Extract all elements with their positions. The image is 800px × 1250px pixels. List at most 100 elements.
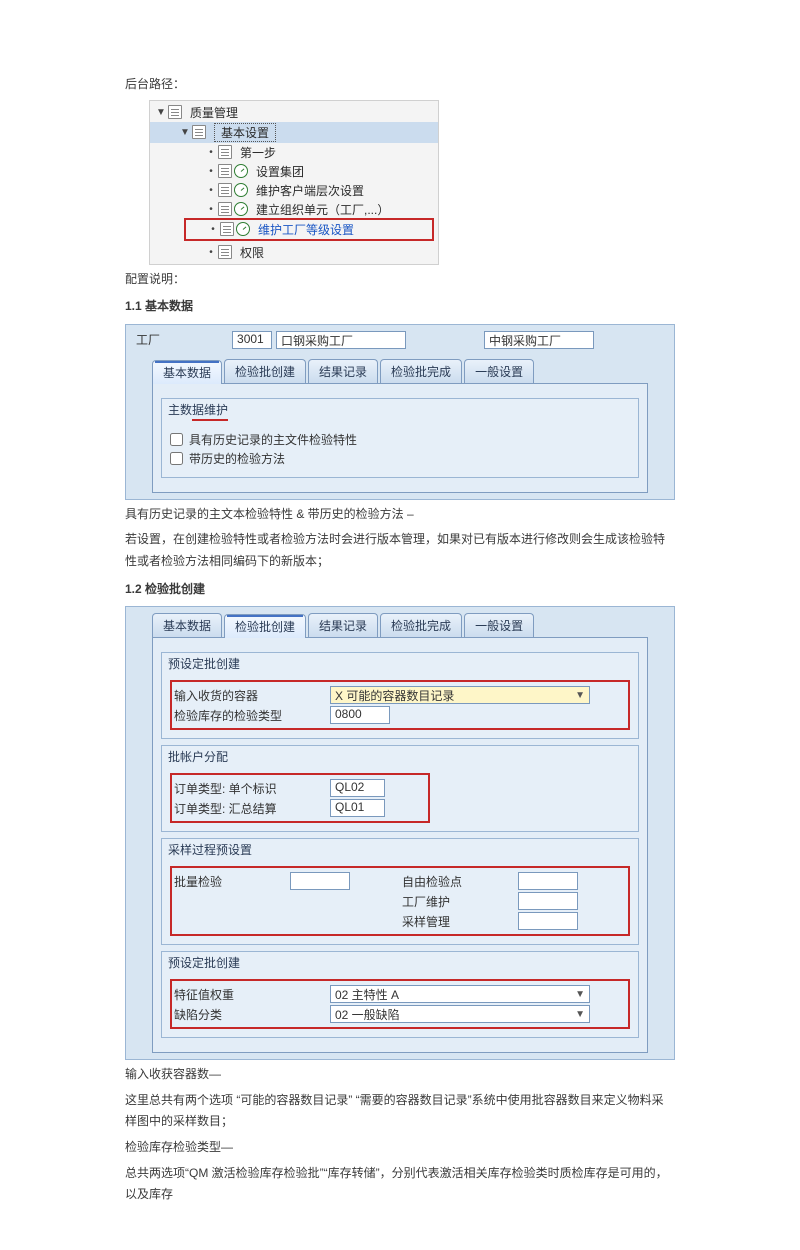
group-legend: 预设定批创建 [162,653,638,676]
input-order-sum[interactable]: QL01 [330,799,385,817]
group-preset-lot: 预设定批创建 输入收货的容器 X 可能的容器数目记录 ▼ 检验库存的检验类型 [161,652,639,739]
tab-lot-create[interactable]: 检验批创建 [224,359,306,383]
doc-icon [168,105,182,119]
row-sample-mgmt: 采样管理 [174,912,626,930]
field-label: 自由检验点 [402,873,512,890]
field-label: 订单类型: 单个标识 [174,780,324,797]
plant-code-input[interactable]: 3001 [232,331,272,349]
doc-icon [192,125,206,139]
tab-general[interactable]: 一般设置 [464,613,534,637]
row-order-sum: 订单类型: 汇总结算 QL01 [174,799,426,817]
tree-node-root[interactable]: ▼ 质量管理 [150,103,438,122]
plant-name2-input[interactable]: 中钢采购工厂 [484,331,594,349]
highlight-box: 订单类型: 单个标识 QL02 订单类型: 汇总结算 QL01 [170,773,430,823]
caret-down-icon: ▼ [575,1009,585,1020]
dropdown-value: 02 一般缺陷 [335,1006,400,1023]
chk-history-method[interactable]: 带历史的检验方法 [170,450,630,467]
input-stock-type[interactable]: 0800 [330,706,390,724]
tree-label: 质量管理 [190,104,238,121]
tab-lot-complete[interactable]: 检验批完成 [380,613,462,637]
dropdown-value: X 可能的容器数目记录 [335,687,454,704]
field-label: 特征值权重 [174,986,324,1003]
checkbox[interactable] [170,433,183,446]
tab-result-rec[interactable]: 结果记录 [308,613,378,637]
tab-general[interactable]: 一般设置 [464,359,534,383]
dropdown-container[interactable]: X 可能的容器数目记录 ▼ [330,686,590,704]
tree-label: 建立组织单元（工厂,...） [256,201,389,218]
plant-name-input[interactable]: 口钢采购工厂 [276,331,406,349]
tab-basic-data[interactable]: 基本数据 [152,613,222,637]
tree-node-basic[interactable]: ▼ 基本设置 [150,122,438,143]
input-free-point[interactable] [518,872,578,890]
field-label: 订单类型: 汇总结算 [174,800,324,817]
input-batch-inspect[interactable] [290,872,350,890]
field-label: 输入收货的容器 [174,687,324,704]
tab-lot-complete[interactable]: 检验批完成 [380,359,462,383]
tab-result-rec[interactable]: 结果记录 [308,359,378,383]
highlight-box: • 维护工厂等级设置 [184,218,434,241]
clock-icon [234,164,248,178]
tab-lot-create[interactable]: 检验批创建 [224,614,306,638]
chevron-down-icon: ▼ [180,127,190,138]
tree-label: 维护客户端层次设置 [256,182,364,199]
highlight-box: 输入收货的容器 X 可能的容器数目记录 ▼ 检验库存的检验类型 0800 [170,680,630,730]
input-order-single[interactable]: QL02 [330,779,385,797]
field-label: 检验库存的检验类型 [174,707,324,724]
config-label: 配置说明： [125,269,675,291]
tab-body-1: 主数据维护 具有历史记录的主文件检验特性 带历史的检验方法 [152,384,648,493]
row-batch-inspect: 批量检验 自由检验点 [174,872,626,890]
path-label: 后台路径： [125,74,675,96]
tree-node[interactable]: • 建立组织单元（工厂,...） [150,200,438,219]
tree-node[interactable]: • 维护客户端层次设置 [150,181,438,200]
chevron-down-icon: ▼ [156,107,166,118]
tree-node-highlight[interactable]: • 维护工厂等级设置 [186,220,432,239]
row-stock-type: 检验库存的检验类型 0800 [174,706,626,724]
tree-node[interactable]: • 权限 [150,243,438,262]
tab-body-2: 预设定批创建 输入收货的容器 X 可能的容器数目记录 ▼ 检验库存的检验类型 [152,638,648,1053]
tab-basic-data[interactable]: 基本数据 [152,360,222,384]
input-plant-maint[interactable] [518,892,578,910]
tabstrip-1: 基本数据 检验批创建 结果记录 检验批完成 一般设置 [152,359,648,384]
chk-label: 带历史的检验方法 [189,450,285,467]
row-char-weight: 特征值权重 02 主特性 A ▼ [174,985,626,1003]
tail-4: 总共两选项“QM 激活检验库存检验批”“库存转储”，分别代表激活相关库存检验类时… [125,1163,675,1206]
dropdown-defect-class[interactable]: 02 一般缺陷 ▼ [330,1005,590,1023]
caret-down-icon: ▼ [575,690,585,701]
desc-line-1: 具有历史记录的主文本检验特性 & 带历史的检验方法 – [125,504,675,526]
tail-1: 输入收获容器数— [125,1064,675,1086]
nav-tree: ▼ 质量管理 ▼ 基本设置 • 第一步 • 设置集团 • 维护客户端层次设置 •… [149,100,439,265]
tree-node[interactable]: • 设置集团 [150,162,438,181]
tree-label: 第一步 [240,144,276,161]
doc-icon [218,164,232,178]
group-master-data: 主数据维护 具有历史记录的主文件检验特性 带历史的检验方法 [161,398,639,478]
tail-3: 检验库存检验类型— [125,1137,675,1159]
doc-icon [220,222,234,236]
field-label: 工厂维护 [402,893,512,910]
tree-label: 权限 [240,244,264,261]
checkbox[interactable] [170,452,183,465]
chk-label: 具有历史记录的主文件检验特性 [189,431,357,448]
chk-history-char[interactable]: 具有历史记录的主文件检验特性 [170,431,630,448]
clock-icon [236,222,250,236]
desc-line-2: 若设置，在创建检验特性或者检验方法时会进行版本管理，如果对已有版本进行修改则会生… [125,529,675,572]
panel-basic-data: 工厂 3001 口钢采购工厂 中钢采购工厂 基本数据 检验批创建 结果记录 检验… [125,324,675,500]
dropdown-char-weight[interactable]: 02 主特性 A ▼ [330,985,590,1003]
input-sample-mgmt[interactable] [518,912,578,930]
group-sampling: 采样过程预设置 批量检验 自由检验点 [161,838,639,945]
doc-icon [218,183,232,197]
caret-down-icon: ▼ [575,989,585,1000]
row-container-input: 输入收货的容器 X 可能的容器数目记录 ▼ [174,686,626,704]
row-plant-maint: 工厂维护 [174,892,626,910]
plant-header: 工厂 3001 口钢采购工厂 中钢采购工厂 [132,331,668,349]
tail-2: 这里总共有两个选项 “可能的容器数目记录” “需要的容器数目记录”系统中使用批容… [125,1090,675,1133]
field-label: 缺陷分类 [174,1006,324,1023]
panel-lot-create: 基本数据 检验批创建 结果记录 检验批完成 一般设置 预设定批创建 输入收货的容… [125,606,675,1060]
tree-node[interactable]: • 第一步 [150,143,438,162]
field-label: 批量检验 [174,873,284,890]
section-11: 1.1 基本数据 [125,296,675,318]
highlight-box: 批量检验 自由检验点 工厂维护 [170,866,630,936]
group-preset-lot2: 预设定批创建 特征值权重 02 主特性 A ▼ 缺陷分类 [161,951,639,1038]
row-defect-class: 缺陷分类 02 一般缺陷 ▼ [174,1005,626,1023]
tree-label: 基本设置 [214,123,276,142]
group-legend: 预设定批创建 [162,952,638,975]
